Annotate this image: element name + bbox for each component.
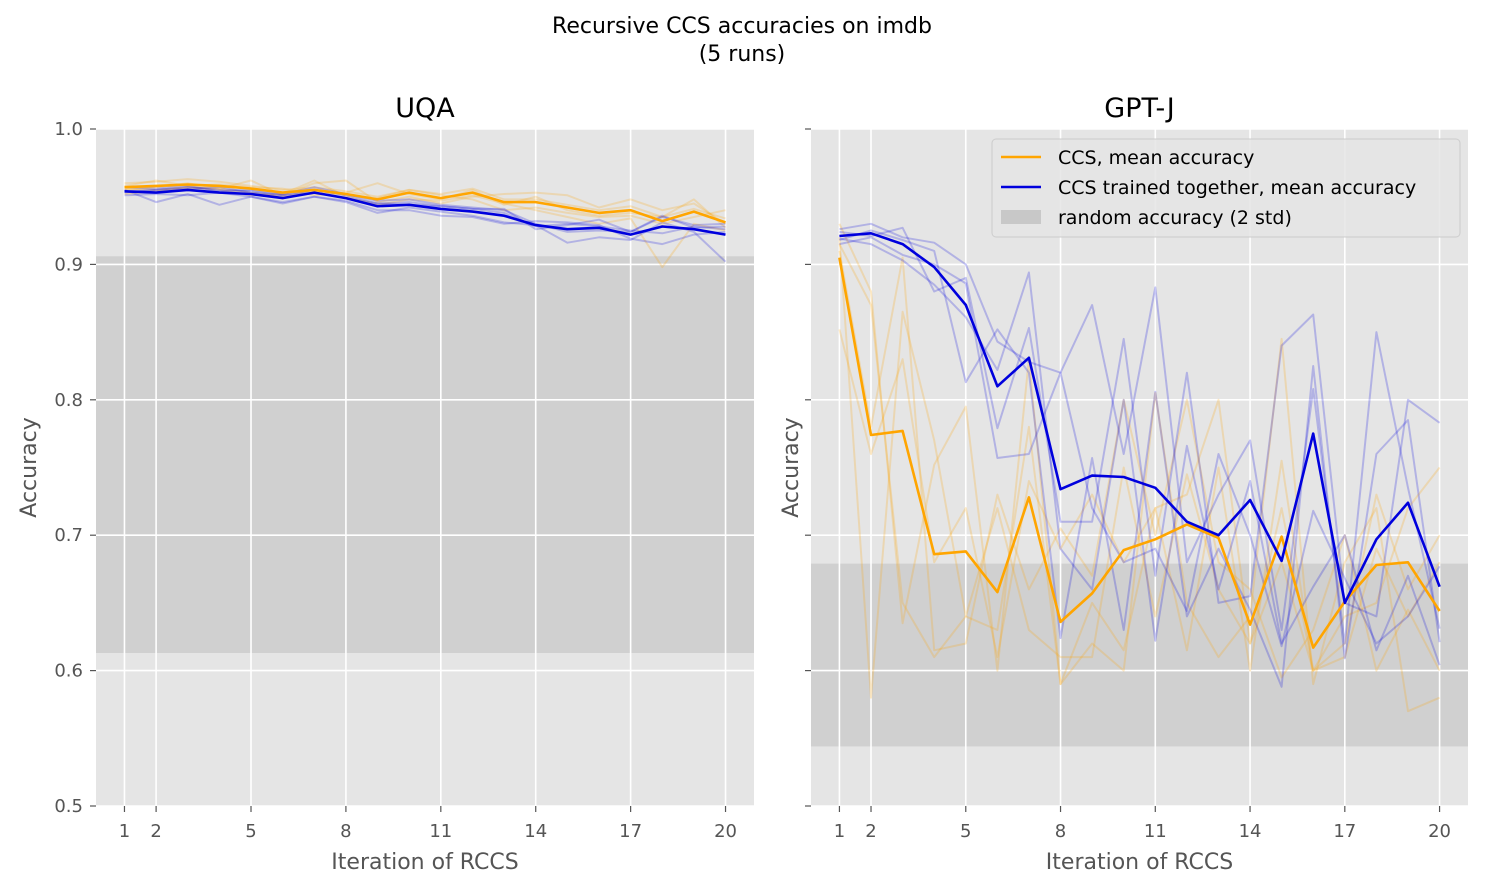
x-tick-label: 5	[245, 821, 256, 842]
x-tick-label: 20	[714, 821, 737, 842]
x-tick-label: 2	[865, 821, 876, 842]
together-run-line	[839, 236, 1441, 648]
y-tick-label: 0.8	[54, 390, 83, 411]
x-tick-label: 1	[119, 821, 130, 842]
legend-label: CCS trained together, mean accuracy	[1058, 177, 1416, 199]
x-tick-label: 17	[619, 821, 642, 842]
y-tick-label: 1.0	[54, 119, 83, 140]
panel-uqa: 1 2 5 8 11 14 17 20 0.5 0.6 0.7 0.8 0.9 1.0 UQA Iterati…	[17, 93, 754, 875]
legend-swatch-random	[1001, 210, 1041, 224]
y-axis-label: Accuracy	[17, 417, 42, 517]
random-accuracy-band	[811, 563, 1468, 747]
ccs-run-line	[124, 178, 726, 220]
panel-title: GPT-J	[1104, 93, 1174, 124]
together-run-line	[839, 237, 1441, 666]
y-tick-label: 0.5	[54, 796, 83, 817]
y-tick-label: 0.9	[54, 254, 83, 275]
legend-box	[991, 138, 1461, 238]
ccs-run-line	[838, 223, 1440, 713]
x-tick-label: 8	[340, 821, 351, 842]
random-accuracy-band	[96, 256, 754, 653]
together-run-line	[839, 226, 1441, 618]
together-run-line	[839, 222, 1441, 645]
ccs-run-line	[124, 179, 726, 269]
together-mean-line	[124, 188, 726, 236]
legend-label: random accuracy (2 std)	[1058, 207, 1292, 229]
x-tick-label: 14	[524, 821, 547, 842]
ccs-run-line	[838, 237, 1441, 699]
ccs-mean-line	[838, 257, 1441, 649]
ccs-run-line	[124, 179, 727, 229]
together-run-line	[124, 186, 726, 233]
panel-title: UQA	[395, 93, 455, 124]
suptitle-line-1: Recursive CCS accuracies on imdb	[552, 14, 932, 39]
ccs-run-line	[124, 186, 726, 225]
x-tick-label: 5	[960, 821, 971, 842]
legend: CCS, mean accuracy CCS trained together, …	[991, 138, 1461, 238]
legend-label: CCS, mean accuracy	[1058, 147, 1254, 169]
together-mean-line	[839, 232, 1441, 605]
ccs-run-line	[838, 250, 1441, 679]
x-tick-label: 14	[1239, 821, 1262, 842]
x-tick-label: 8	[1055, 821, 1066, 842]
together-run-line	[124, 186, 726, 235]
y-tick-label: 0.7	[54, 525, 83, 546]
x-tick-label: 11	[429, 821, 452, 842]
x-tick-label: 20	[1428, 821, 1451, 842]
x-tick-label: 11	[1144, 821, 1167, 842]
ccs-mean-line	[124, 183, 726, 224]
together-run-line	[124, 188, 727, 263]
x-tick-label: 1	[834, 821, 845, 842]
panel-gpt-j: 1 2 5 8 11 14 17 20 GPT-J Iteration of RCCS Accura…	[779, 93, 1468, 875]
together-run-line	[124, 184, 726, 233]
ccs-run-line	[838, 243, 1441, 686]
x-axis-label: Iteration of RCCS	[331, 850, 518, 875]
suptitle-line-2: (5 runs)	[699, 42, 786, 67]
y-tick-label: 0.6	[54, 661, 83, 682]
y-axis-label: Accuracy	[779, 417, 804, 517]
x-tick-label: 17	[1333, 821, 1356, 842]
x-tick-label: 2	[150, 821, 161, 842]
x-axis-label: Iteration of RCCS	[1046, 850, 1233, 875]
